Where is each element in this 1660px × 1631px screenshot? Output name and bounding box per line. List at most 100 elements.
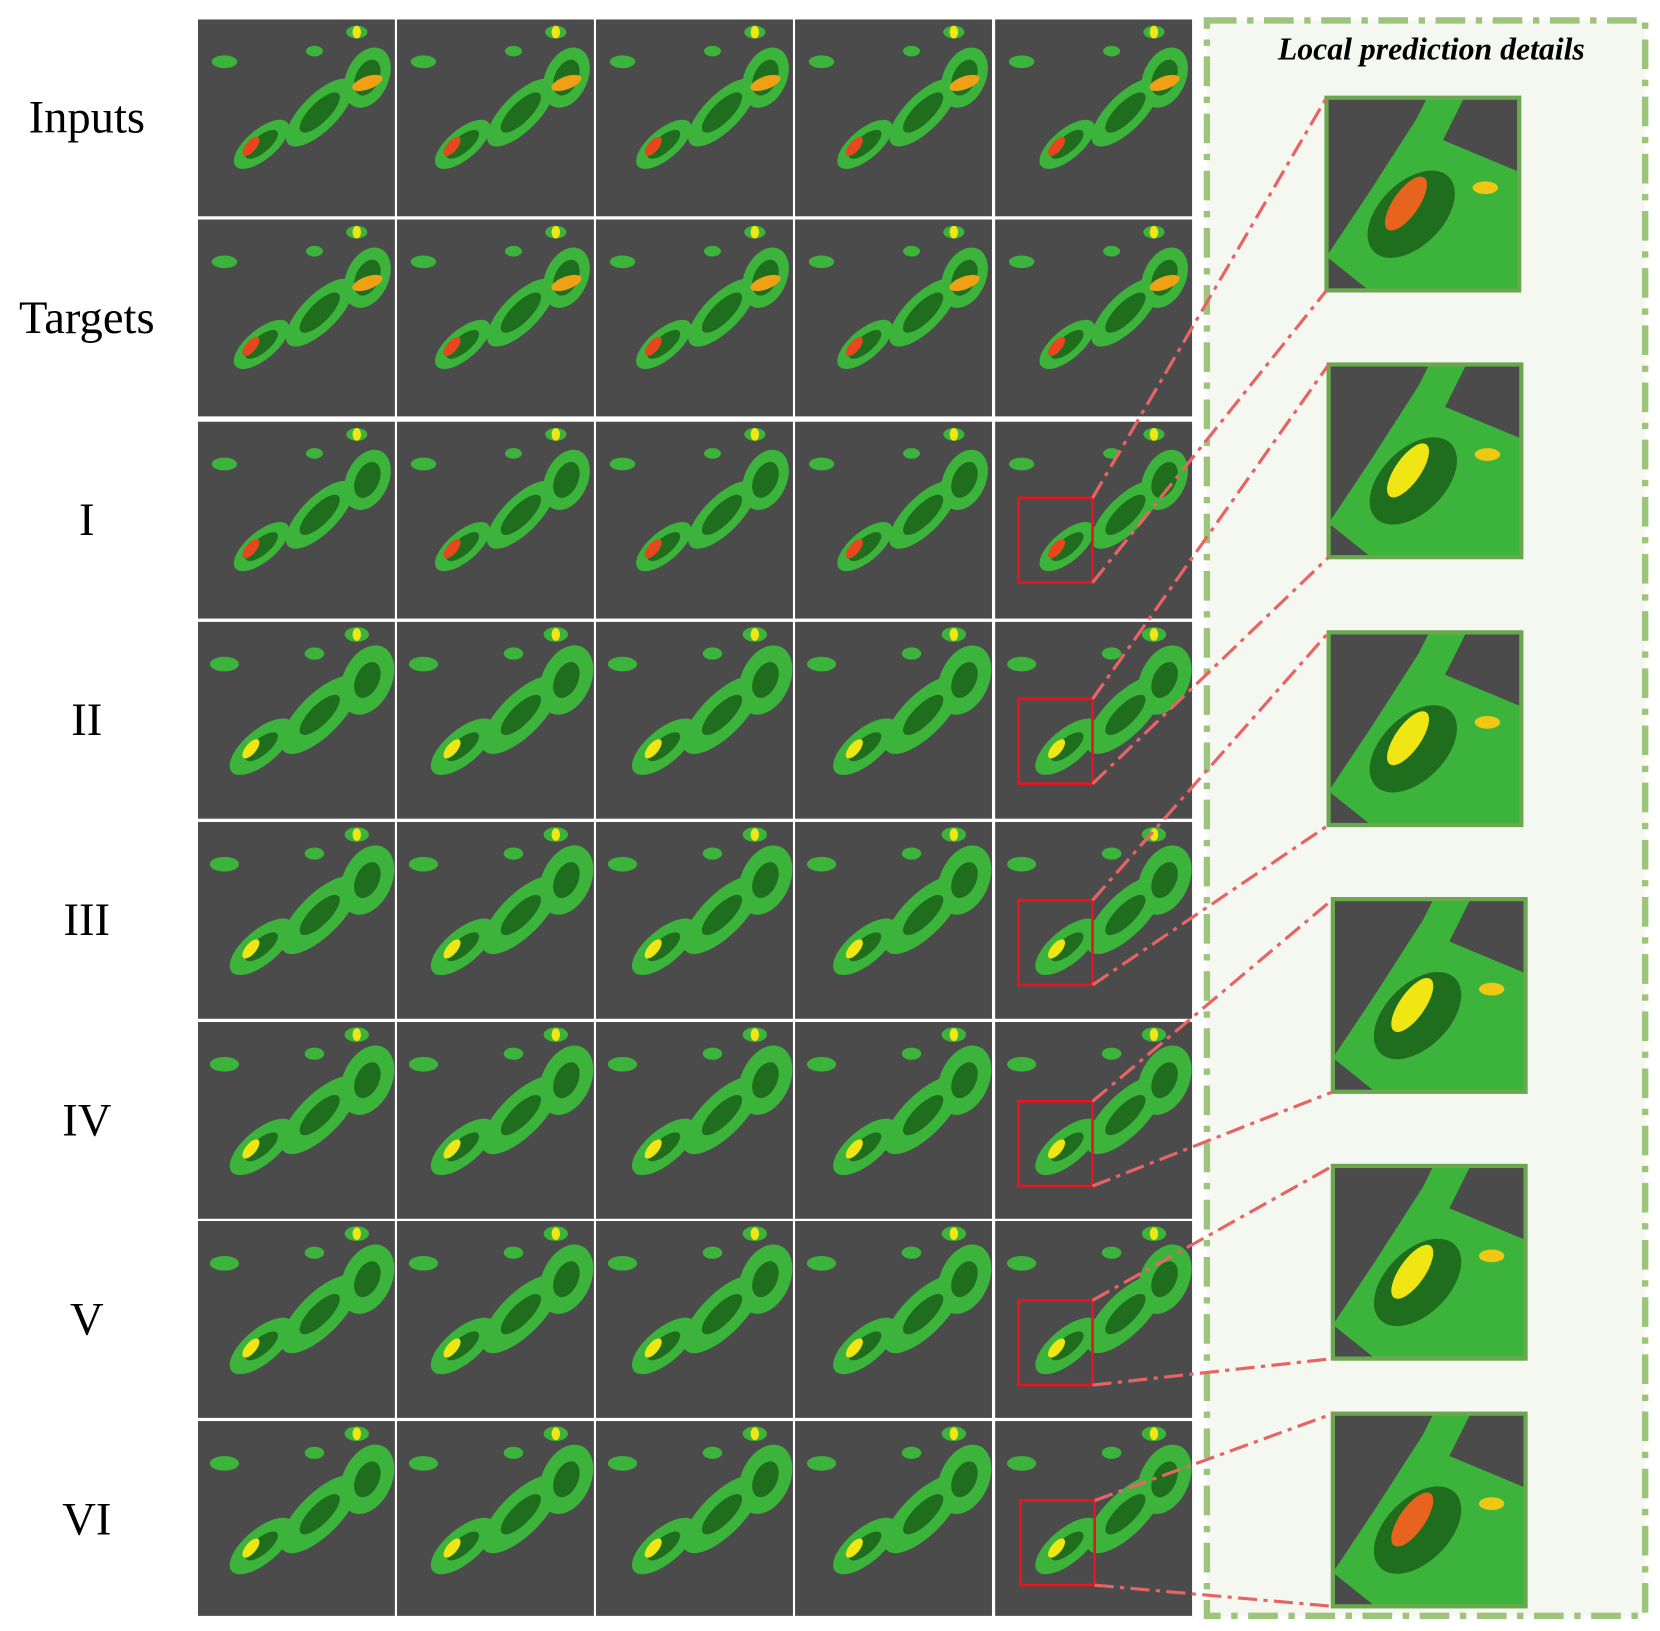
echo-dark — [354, 662, 381, 698]
echo-core — [551, 225, 561, 239]
echo-core — [1384, 176, 1427, 231]
radar-image — [995, 219, 1193, 417]
image-grid — [197, 17, 1193, 1618]
radar-image — [397, 621, 594, 819]
echo-core — [242, 739, 260, 759]
echo-core — [845, 1139, 863, 1159]
echo-light — [211, 457, 238, 471]
echo-light — [702, 847, 723, 860]
zoom-box — [1019, 1499, 1096, 1587]
image-bg — [795, 219, 992, 417]
echo-core — [1474, 448, 1501, 461]
echo-core — [750, 25, 760, 39]
radar-image — [596, 821, 793, 1019]
row-label: Targets — [19, 292, 155, 344]
echo-light — [408, 1456, 439, 1471]
echo-core — [1048, 1139, 1066, 1159]
echo-core — [949, 1028, 959, 1041]
zoom-link — [1092, 1357, 1334, 1387]
echo-core — [242, 1338, 260, 1358]
echo-dark — [903, 292, 944, 333]
echo-light — [607, 856, 638, 872]
echo-light — [903, 245, 920, 257]
echo-core — [1048, 336, 1066, 357]
echo-light — [704, 448, 721, 459]
row-label: II — [71, 694, 102, 746]
radar-image — [197, 421, 395, 619]
echo-light — [704, 45, 721, 57]
row-label: Inputs — [29, 92, 145, 144]
echo-core — [750, 274, 781, 292]
echo-light — [408, 856, 439, 872]
zoom-link — [1094, 1412, 1334, 1502]
echo-light — [410, 457, 437, 471]
echo-core — [845, 539, 863, 559]
echo-dark — [500, 694, 541, 736]
echo-light — [1101, 647, 1122, 660]
echo-core — [443, 336, 461, 357]
echo-core — [1149, 628, 1159, 641]
echo-light — [808, 255, 835, 269]
echo-dark — [299, 292, 340, 333]
echo-core — [750, 74, 781, 91]
echo-light — [702, 1446, 723, 1459]
echo-core — [1478, 1497, 1505, 1510]
radar-image — [596, 219, 793, 417]
zoom-link — [1091, 1164, 1334, 1302]
echo-light — [1101, 1246, 1122, 1259]
echo-dark — [354, 1261, 381, 1298]
zoom-link — [1094, 1583, 1334, 1608]
echo-light — [211, 55, 238, 69]
echo-core — [949, 1427, 959, 1441]
echo-core — [443, 1538, 461, 1558]
echo-dark — [1105, 894, 1146, 936]
echo-core — [949, 428, 959, 441]
echo-dark — [951, 862, 978, 899]
echo-core — [352, 1427, 362, 1441]
radar-image — [197, 1421, 395, 1618]
echo-core — [551, 1028, 561, 1041]
echo-light — [304, 647, 325, 660]
radar-image — [596, 621, 793, 819]
echo-core — [1391, 977, 1434, 1033]
echo-core — [242, 939, 260, 959]
echo-dark — [500, 494, 541, 535]
echo-dark — [701, 894, 743, 936]
echo-light — [607, 1456, 638, 1471]
echo-core — [845, 739, 863, 759]
echo-dark — [299, 694, 340, 736]
row-label: IV — [62, 1094, 112, 1146]
echo-light — [410, 255, 437, 269]
echo-core — [845, 136, 863, 156]
echo-dark — [701, 92, 743, 133]
echo-core — [1149, 274, 1180, 292]
echo-dark — [752, 862, 779, 899]
echo-dark — [500, 1294, 541, 1335]
echo-light — [901, 847, 922, 860]
echo-core — [352, 274, 383, 292]
echo-core — [551, 828, 561, 841]
echo-core — [750, 225, 760, 239]
echo-core — [443, 739, 461, 759]
echo-dark — [1151, 461, 1178, 498]
echo-core — [551, 25, 561, 39]
echo-dark — [1151, 1062, 1178, 1099]
echo-core — [1478, 1249, 1505, 1263]
echo-light — [901, 647, 922, 660]
echo-dark — [752, 1261, 779, 1298]
radar-image — [197, 1220, 395, 1418]
echo-light — [607, 1256, 638, 1271]
echo-dark — [1105, 1094, 1146, 1136]
echo-light — [503, 647, 524, 660]
echo-light — [305, 448, 323, 459]
echo-light — [504, 448, 522, 459]
echo-light — [609, 255, 636, 269]
radar-image — [795, 1021, 992, 1219]
echo-dark — [701, 1094, 743, 1136]
echo-dark — [903, 1294, 944, 1335]
echo-core — [1149, 1227, 1159, 1241]
echo-core — [750, 1427, 760, 1441]
echo-dark — [553, 461, 580, 498]
echo-core — [1149, 1427, 1159, 1441]
echo-dark — [500, 92, 541, 133]
